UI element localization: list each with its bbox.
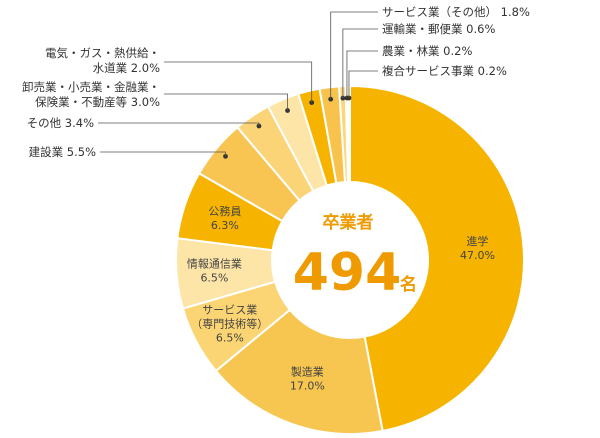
slice-labels: 進学 47.0% 製造業 17.0% サービス業（専門技術等） 6.5% 情報通信業 6.5%… — [22, 5, 530, 393]
slice-label-6: その他 3.4% — [27, 116, 94, 130]
slice-label-10: 運輸業・郵便業 0.6% — [382, 22, 495, 36]
center-summary: 卒業者 494 名 — [293, 212, 417, 303]
slice-label-12: 複合サービス事業 0.2% — [382, 64, 507, 78]
slice-label-2: サービス業（専門技術等） 6.5% — [191, 304, 268, 345]
donut-slices — [175, 84, 525, 435]
slice-label-9: サービス業（その他） 1.8% — [382, 5, 530, 19]
slice-label-7: 卸売業・小売業・金融業・保険業・不動産等 3.0% — [22, 80, 160, 109]
slice-label-8: 電気・ガス・熱供給・水道業 2.0% — [45, 46, 160, 75]
slice-label-3: 情報通信業 6.5% — [187, 258, 242, 285]
center-unit: 名 — [400, 274, 417, 295]
slice-label-0: 進学 47.0% — [460, 234, 495, 262]
leader-line-5 — [100, 151, 226, 157]
leader-line-12 — [348, 70, 378, 99]
slice-label-1: 製造業 17.0% — [290, 365, 325, 393]
slice-label-5: 建設業 5.5% — [29, 145, 96, 159]
donut-hole — [272, 182, 428, 338]
leader-line-9 — [330, 11, 378, 100]
leader-line-8 — [164, 61, 313, 103]
slice-label-4: 公務員 6.3% — [208, 204, 241, 232]
center-total: 494 — [293, 243, 402, 303]
leader-line-11 — [346, 50, 378, 99]
slice-label-11: 農業・林業 0.2% — [382, 44, 472, 58]
leader-dot-5 — [223, 153, 228, 159]
leader-line-7 — [164, 93, 288, 111]
leader-line-6 — [98, 122, 260, 127]
center-title: 卒業者 — [323, 212, 374, 233]
leader-line-10 — [342, 28, 378, 99]
